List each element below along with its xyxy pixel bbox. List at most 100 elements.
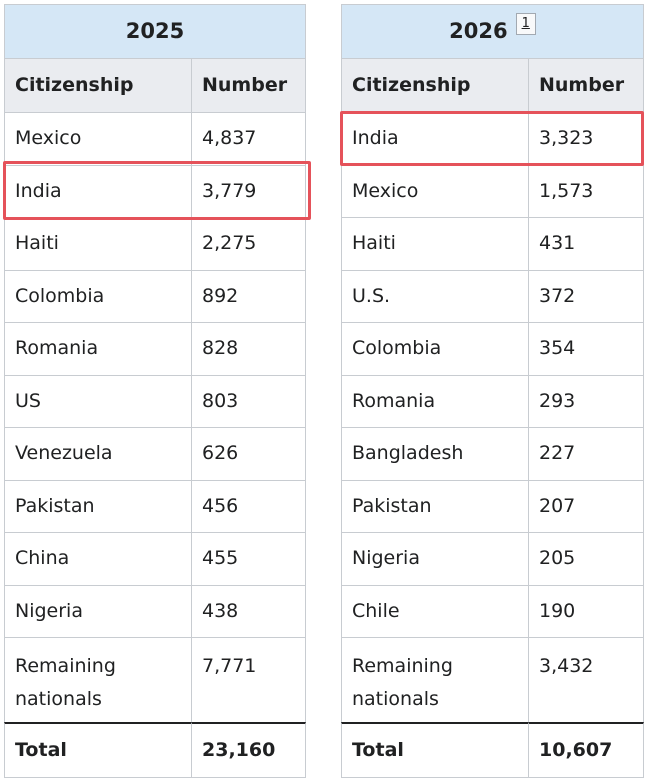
country-cell: Mexico [341, 164, 529, 218]
number-cell: 3,432 [528, 637, 644, 723]
highlight-box [3, 161, 311, 220]
country-cell-text: Haiti [352, 232, 396, 255]
country-cell-text: India [15, 179, 62, 202]
number-cell-text: 438 [202, 599, 239, 622]
country-cell: Haiti [341, 217, 529, 271]
number-cell: 2,275 [191, 217, 306, 271]
country-cell-text: Nigeria [352, 547, 420, 570]
country-cell-text: China [15, 547, 70, 570]
country-cell: Romania [341, 374, 529, 428]
number-cell-text: 3,779 [202, 179, 257, 202]
country-cell-text: Colombia [15, 284, 105, 307]
number-cell: 828 [191, 322, 306, 376]
total-number: 23,160 [191, 722, 306, 778]
country-cell: Chile [341, 584, 529, 638]
number-cell-text: 456 [202, 494, 239, 517]
number-cell-text: 3,323 [539, 127, 594, 150]
number-cell: 455 [191, 532, 306, 586]
country-cell: Bangladesh [341, 427, 529, 481]
column-header: Citizenship [341, 58, 529, 113]
total-number-text: 23,160 [202, 739, 276, 761]
total-label-text: Total [352, 739, 404, 761]
country-cell: Mexico [4, 112, 192, 166]
table-title-text: 2025 [125, 19, 185, 43]
total-number: 10,607 [528, 722, 644, 778]
number-cell-text: 455 [202, 547, 239, 570]
country-cell-text: Pakistan [15, 494, 95, 517]
column-header-text: Number [202, 74, 288, 96]
country-cell-text: Chile [352, 599, 400, 622]
number-cell-text: 190 [539, 599, 576, 622]
country-cell: Colombia [4, 269, 192, 323]
total-label: Total [341, 722, 529, 778]
number-cell-text: 626 [202, 442, 239, 465]
number-cell-text: 205 [539, 547, 576, 570]
country-cell-text: Nigeria [15, 599, 83, 622]
country-cell: Colombia [341, 322, 529, 376]
number-cell: 892 [191, 269, 306, 323]
table-title-text: 2026 [449, 19, 508, 43]
total-label-text: Total [15, 739, 67, 761]
number-cell: 205 [528, 532, 644, 586]
country-cell: US [4, 374, 192, 428]
number-cell: 4,837 [191, 112, 306, 166]
country-cell-text: Romania [352, 389, 436, 412]
country-cell-text: Haiti [15, 232, 59, 255]
number-cell-text: 431 [539, 232, 576, 255]
country-cell-text: Remaining nationals [15, 655, 116, 710]
column-header: Number [191, 58, 306, 113]
country-cell: China [4, 532, 192, 586]
number-cell-text: 2,275 [202, 232, 257, 255]
country-cell-text: Remaining nationals [352, 655, 453, 710]
number-cell-text: 372 [539, 284, 576, 307]
number-cell-text: 803 [202, 389, 239, 412]
country-cell: Romania [4, 322, 192, 376]
number-cell-text: 207 [539, 494, 576, 517]
number-cell: 456 [191, 479, 306, 533]
number-cell-text: 293 [539, 389, 576, 412]
number-cell: 227 [528, 427, 644, 481]
number-cell: 372 [528, 269, 644, 323]
column-header-text: Number [539, 74, 625, 96]
column-header: Citizenship [4, 58, 192, 113]
number-cell: 626 [191, 427, 306, 481]
number-cell-text: 227 [539, 442, 576, 465]
country-cell-text: India [352, 127, 399, 150]
footnote-link[interactable]: 1 [515, 12, 536, 35]
number-cell: 431 [528, 217, 644, 271]
number-cell: 7,771 [191, 637, 306, 723]
number-cell-text: 1,573 [539, 179, 594, 202]
table-title: 2025 [4, 4, 306, 59]
country-cell-text: Colombia [352, 337, 442, 360]
country-cell-text: Mexico [352, 179, 419, 202]
number-cell: 803 [191, 374, 306, 428]
number-cell-text: 7,771 [202, 655, 257, 677]
country-cell-text: U.S. [352, 284, 391, 307]
column-header-text: Citizenship [15, 74, 134, 96]
column-header-text: Citizenship [352, 74, 471, 96]
country-cell-text: Mexico [15, 127, 82, 150]
country-cell: Pakistan [341, 479, 529, 533]
number-cell: 438 [191, 584, 306, 638]
number-cell: 293 [528, 374, 644, 428]
number-cell-text: 354 [539, 337, 576, 360]
number-cell-text: 892 [202, 284, 239, 307]
country-cell: Venezuela [4, 427, 192, 481]
number-cell: 190 [528, 584, 644, 638]
country-cell-text: US [15, 389, 41, 412]
country-cell: Nigeria [4, 584, 192, 638]
country-cell-text: Pakistan [352, 494, 432, 517]
country-cell: Remaining nationals [4, 637, 192, 723]
highlight-box [340, 111, 644, 166]
number-cell: 354 [528, 322, 644, 376]
country-cell: U.S. [341, 269, 529, 323]
country-cell: Haiti [4, 217, 192, 271]
total-label: Total [4, 722, 192, 778]
country-cell: Nigeria [341, 532, 529, 586]
number-cell-text: 828 [202, 337, 239, 360]
number-cell: 1,573 [528, 164, 644, 218]
country-cell: Pakistan [4, 479, 192, 533]
table-title: 2026 1 [341, 4, 644, 59]
country-cell-text: Bangladesh [352, 442, 464, 465]
